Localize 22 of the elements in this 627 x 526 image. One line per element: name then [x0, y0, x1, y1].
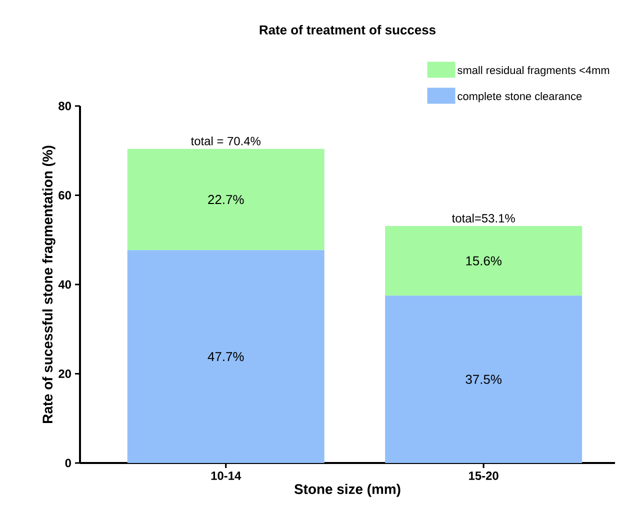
total-label: total=53.1%: [452, 214, 515, 223]
x-tick-label: 10-14: [211, 472, 242, 480]
data-label: 47.7%: [208, 352, 244, 362]
legend-label: small residual fragments <4mm: [458, 66, 610, 76]
total-label: total = 70.4%: [190, 136, 260, 146]
bar: [127, 148, 324, 250]
y-tick-label: 80: [58, 102, 71, 110]
x-tick-label: 15-20: [469, 472, 498, 480]
y-tick-label: 40: [58, 280, 71, 289]
legend-label: complete stone clearance: [458, 92, 582, 102]
y-axis-title: Rate of sucessful stone fragmentation (%): [42, 146, 56, 424]
bar: [127, 250, 324, 463]
data-label: 15.6%: [466, 256, 502, 266]
x-axis-title: Stone size (mm): [294, 484, 400, 497]
chart-title: Rate of treatment of success: [260, 24, 436, 34]
bar: [385, 296, 582, 463]
data-label: 37.5%: [466, 374, 502, 384]
y-tick-label: 20: [58, 370, 71, 378]
data-label: 22.7%: [208, 194, 244, 204]
bar: [385, 226, 582, 296]
y-tick-label: 0: [65, 458, 71, 468]
y-tick-label: 60: [58, 191, 71, 200]
